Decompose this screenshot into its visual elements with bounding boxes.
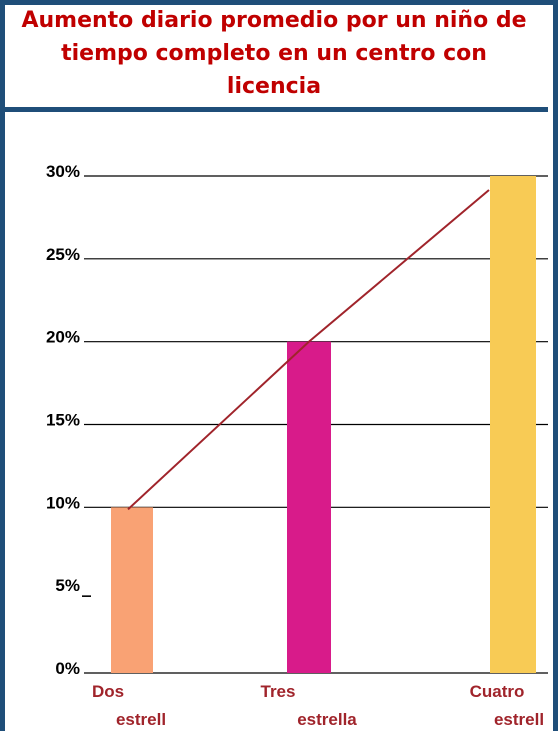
y-tick-label: 30% (46, 162, 80, 181)
x-tick-label: estrella (297, 710, 357, 729)
y-tick-label: 25% (46, 245, 80, 264)
x-tick-label: Tres (261, 682, 296, 701)
trend-line-group (127, 189, 490, 511)
x-tick-label: estrell (116, 710, 166, 729)
y-tick-label: 20% (46, 328, 80, 347)
x-tick-label: estrell (494, 710, 544, 729)
y-tick-label: 10% (46, 493, 80, 512)
x-tick-label: Dos (92, 682, 124, 701)
trend-line (127, 189, 490, 511)
x-tick-label: Cuatro (470, 682, 525, 701)
y-tick-label: 15% (46, 411, 80, 430)
y-axis-ticks: 0% 5% 10% 15% 20% 25% 30% (46, 162, 80, 678)
y-tick-label: 5% (55, 576, 80, 595)
bar-2 (287, 341, 331, 673)
title-box: Aumento diario promedio por un niño de t… (0, 0, 548, 112)
y-tick-label: 0% (55, 659, 80, 678)
bars (111, 176, 536, 673)
bar-1 (111, 507, 153, 673)
bar-3 (490, 176, 536, 673)
chart-title: Aumento diario promedio por un niño de t… (21, 8, 527, 99)
